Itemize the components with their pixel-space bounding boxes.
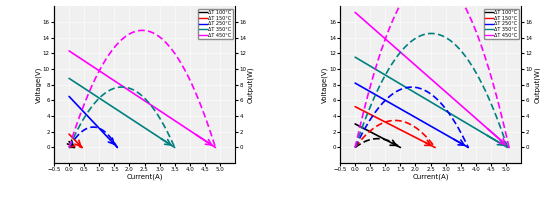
Legend: ΔT 100°C, ΔT 150°C, ΔT 250°C, ΔT 350°C, ΔT 450°C: ΔT 100°C, ΔT 150°C, ΔT 250°C, ΔT 350°C, … bbox=[484, 9, 518, 39]
Y-axis label: Output(W): Output(W) bbox=[248, 66, 254, 103]
Y-axis label: Voltage(V): Voltage(V) bbox=[35, 67, 42, 103]
X-axis label: Current(A): Current(A) bbox=[413, 174, 449, 180]
Legend: ΔT 100°C, ΔT 150°C, ΔT 250°C, ΔT 350°C, ΔT 450°C: ΔT 100°C, ΔT 150°C, ΔT 250°C, ΔT 350°C, … bbox=[198, 9, 233, 39]
Y-axis label: Output(W): Output(W) bbox=[534, 66, 540, 103]
Y-axis label: Voltage(V): Voltage(V) bbox=[321, 67, 327, 103]
X-axis label: Current(A): Current(A) bbox=[126, 174, 163, 180]
